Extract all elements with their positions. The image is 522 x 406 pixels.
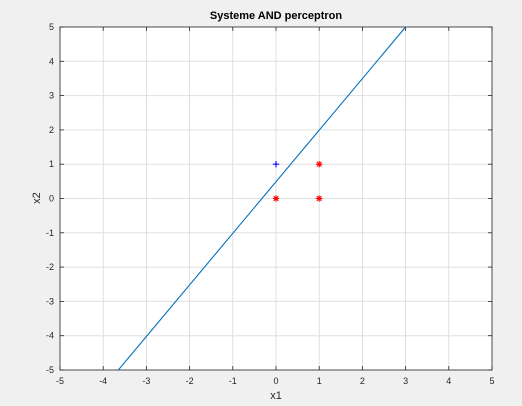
x-tick-label: 5 [489, 376, 494, 386]
x-tick-label: -1 [229, 376, 237, 386]
y-tick-label: 0 [49, 194, 54, 204]
x-tick-label: 3 [403, 376, 408, 386]
y-tick-label: -5 [46, 365, 54, 375]
markers [272, 161, 323, 202]
x-tick-label: 0 [273, 376, 278, 386]
y-tick-label: -3 [46, 296, 54, 306]
x-tick-label: -3 [142, 376, 150, 386]
y-tick-label: 4 [49, 56, 54, 66]
x-tick-label: -2 [186, 376, 194, 386]
x-tick-label: 4 [446, 376, 451, 386]
y-tick-label: -4 [46, 331, 54, 341]
chart-title: Systeme AND perceptron [210, 10, 343, 22]
y-tick-label: -1 [46, 228, 54, 238]
y-tick-label: 3 [49, 91, 54, 101]
asterisk-marker [316, 161, 323, 168]
asterisk-marker [316, 195, 323, 202]
asterisk-marker [272, 195, 280, 202]
x-tick-label: -5 [56, 376, 64, 386]
y-tick-label: 2 [49, 125, 54, 135]
marker-stroke [273, 195, 279, 202]
y-axis-label: x2 [31, 192, 43, 204]
decision-boundary-line [117, 26, 407, 371]
y-tick-label: 1 [49, 159, 54, 169]
marker-stroke [316, 161, 322, 167]
x-tick-label: 1 [317, 376, 322, 386]
marker-stroke [316, 195, 322, 202]
x-tick-label: -4 [99, 376, 107, 386]
x-tick-label: 2 [360, 376, 365, 386]
x-axis: -5 -4 -3 -2 -1 0 1 2 3 4 5 [56, 27, 495, 386]
x-axis-label: x1 [270, 390, 282, 402]
plot-lines [117, 26, 407, 371]
plus-marker [272, 161, 280, 168]
y-axis: -5 -4 -3 -2 -1 0 1 2 3 4 5 [46, 22, 492, 375]
y-tick-label: 5 [49, 22, 54, 32]
y-tick-label: -2 [46, 262, 54, 272]
